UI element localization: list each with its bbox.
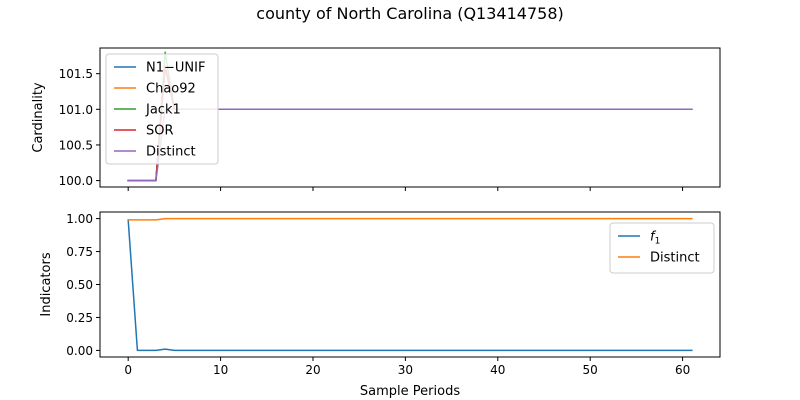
x-tick-label: 30 (398, 363, 413, 377)
plot-frame (99, 47, 721, 188)
y-axis-label: Cardinality (31, 82, 46, 153)
plots: 100.0 100.5 101.0 101.5 Cardinality N1−UNIF Ch… (31, 47, 721, 399)
subplot-2: 0 10 20 30 40 50 60 0.00 0.25 0.50 0.75 1.00 Indicat… (39, 211, 721, 399)
y-tick-label: 0.50 (66, 278, 93, 292)
x-tick-label: 10 (213, 363, 228, 377)
legend-label: Chao92 (146, 82, 196, 97)
x-axis-label: Sample Periods (360, 384, 460, 399)
y-tick-label: 101.5 (59, 67, 93, 81)
y-tick-label: 1.00 (66, 212, 93, 226)
y-tick-label: 0.00 (66, 344, 93, 358)
subplot-1: 100.0 100.5 101.0 101.5 Cardinality N1−UNIF Ch… (31, 47, 721, 191)
figure-title: county of North Carolina (Q13414758) (256, 4, 563, 23)
y-tick-label: 0.75 (66, 245, 93, 259)
legend-label: N1−UNIF (146, 61, 205, 76)
legend-label: Distinct (650, 251, 700, 266)
series-line-1 (127, 219, 693, 352)
legend: f1 Distinct (609, 222, 715, 274)
legend: N1−UNIF Chao92 Jack1 SOR Distinct (105, 53, 219, 165)
legend-box (105, 53, 219, 165)
legend-label: f1 (650, 230, 660, 247)
legend-label: Distinct (146, 145, 196, 160)
y-tick-label: 100.5 (59, 138, 93, 152)
y-axis-label: Indicators (39, 252, 54, 316)
y-tick-label: 101.0 (59, 103, 93, 117)
legend-box (609, 222, 715, 274)
x-tick-label: 50 (583, 363, 598, 377)
x-tick-label: 40 (490, 363, 505, 377)
series-line-2 (127, 217, 693, 221)
legend-label: SOR (146, 124, 174, 139)
legend-label: Jack1 (145, 103, 181, 118)
y-tick-label: 0.25 (66, 311, 93, 325)
y-tick-label: 100.0 (59, 174, 93, 188)
x-tick-label: 0 (124, 363, 132, 377)
x-tick-label: 60 (675, 363, 690, 377)
series-lines (127, 217, 693, 352)
x-tick-label: 20 (305, 363, 320, 377)
